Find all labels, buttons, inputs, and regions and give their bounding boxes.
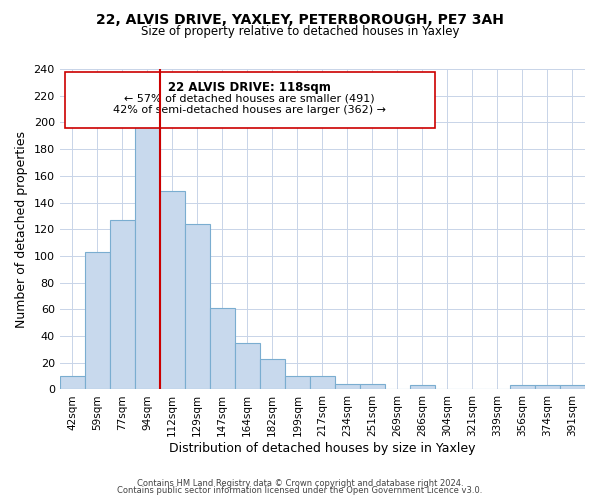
Text: 22, ALVIS DRIVE, YAXLEY, PETERBOROUGH, PE7 3AH: 22, ALVIS DRIVE, YAXLEY, PETERBOROUGH, P… bbox=[96, 12, 504, 26]
Text: Contains public sector information licensed under the Open Government Licence v3: Contains public sector information licen… bbox=[118, 486, 482, 495]
Bar bbox=[310, 376, 335, 390]
Bar bbox=[285, 376, 310, 390]
Text: Size of property relative to detached houses in Yaxley: Size of property relative to detached ho… bbox=[141, 25, 459, 38]
Y-axis label: Number of detached properties: Number of detached properties bbox=[15, 130, 28, 328]
Bar bbox=[110, 220, 135, 390]
Bar bbox=[260, 358, 285, 390]
Bar bbox=[235, 342, 260, 390]
Bar bbox=[210, 308, 235, 390]
Bar bbox=[85, 252, 110, 390]
Text: ← 57% of detached houses are smaller (491): ← 57% of detached houses are smaller (49… bbox=[124, 93, 375, 103]
Bar bbox=[410, 386, 435, 390]
Bar bbox=[185, 224, 210, 390]
Bar bbox=[560, 386, 585, 390]
Bar bbox=[59, 376, 85, 390]
Bar bbox=[510, 386, 535, 390]
Bar bbox=[535, 386, 560, 390]
X-axis label: Distribution of detached houses by size in Yaxley: Distribution of detached houses by size … bbox=[169, 442, 476, 455]
Bar bbox=[335, 384, 360, 390]
Bar bbox=[160, 190, 185, 390]
Text: 22 ALVIS DRIVE: 118sqm: 22 ALVIS DRIVE: 118sqm bbox=[169, 81, 331, 94]
Bar bbox=[135, 124, 160, 390]
Text: Contains HM Land Registry data © Crown copyright and database right 2024.: Contains HM Land Registry data © Crown c… bbox=[137, 478, 463, 488]
FancyBboxPatch shape bbox=[65, 72, 435, 128]
Text: 42% of semi-detached houses are larger (362) →: 42% of semi-detached houses are larger (… bbox=[113, 105, 386, 115]
Bar bbox=[360, 384, 385, 390]
